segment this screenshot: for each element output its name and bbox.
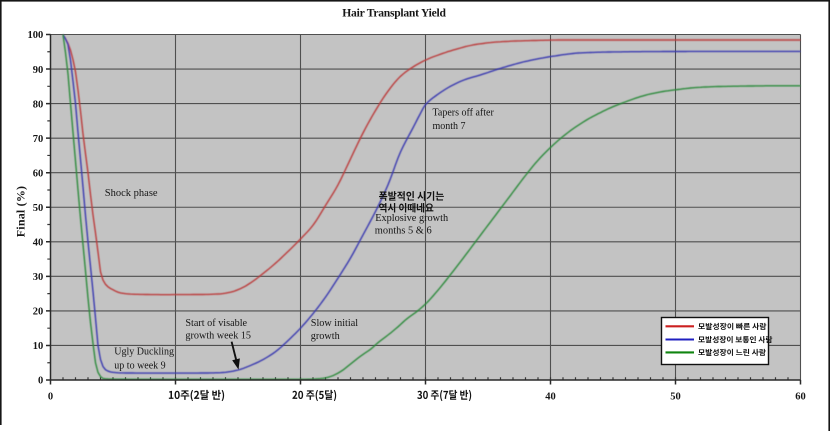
svg-text:Hair Transplant Yield: Hair Transplant Yield [342, 7, 446, 20]
svg-text:0: 0 [38, 376, 43, 387]
svg-text:Explosive growth: Explosive growth [375, 213, 449, 224]
svg-text:10: 10 [33, 341, 44, 352]
svg-text:Ugly Duckling: Ugly Duckling [114, 347, 174, 358]
svg-text:months 5 & 6: months 5 & 6 [375, 225, 432, 236]
svg-text:60: 60 [795, 391, 806, 402]
svg-text:30: 30 [33, 272, 44, 283]
svg-text:90: 90 [33, 65, 44, 76]
svg-text:Slow initial: Slow initial [311, 318, 358, 329]
svg-text:100: 100 [27, 30, 43, 41]
svg-text:Final (%): Final (%) [13, 186, 27, 237]
svg-text:20: 20 [33, 307, 44, 318]
svg-text:80: 80 [33, 99, 44, 110]
svg-text:month 7: month 7 [433, 121, 466, 132]
svg-text:growth week 15: growth week 15 [185, 330, 251, 341]
svg-text:70: 70 [33, 134, 44, 145]
svg-text:Start of visable: Start of visable [185, 318, 247, 329]
svg-text:50: 50 [670, 391, 681, 402]
svg-text:Tapers off after: Tapers off after [433, 108, 495, 119]
svg-text:Shock phase: Shock phase [105, 188, 158, 199]
svg-text:growth: growth [311, 331, 340, 342]
svg-text:60: 60 [33, 168, 44, 179]
svg-text:40: 40 [33, 238, 44, 249]
svg-text:up to week 9: up to week 9 [114, 360, 165, 371]
svg-text:50: 50 [33, 203, 44, 214]
svg-text:40: 40 [545, 391, 556, 402]
svg-text:0: 0 [48, 391, 53, 402]
